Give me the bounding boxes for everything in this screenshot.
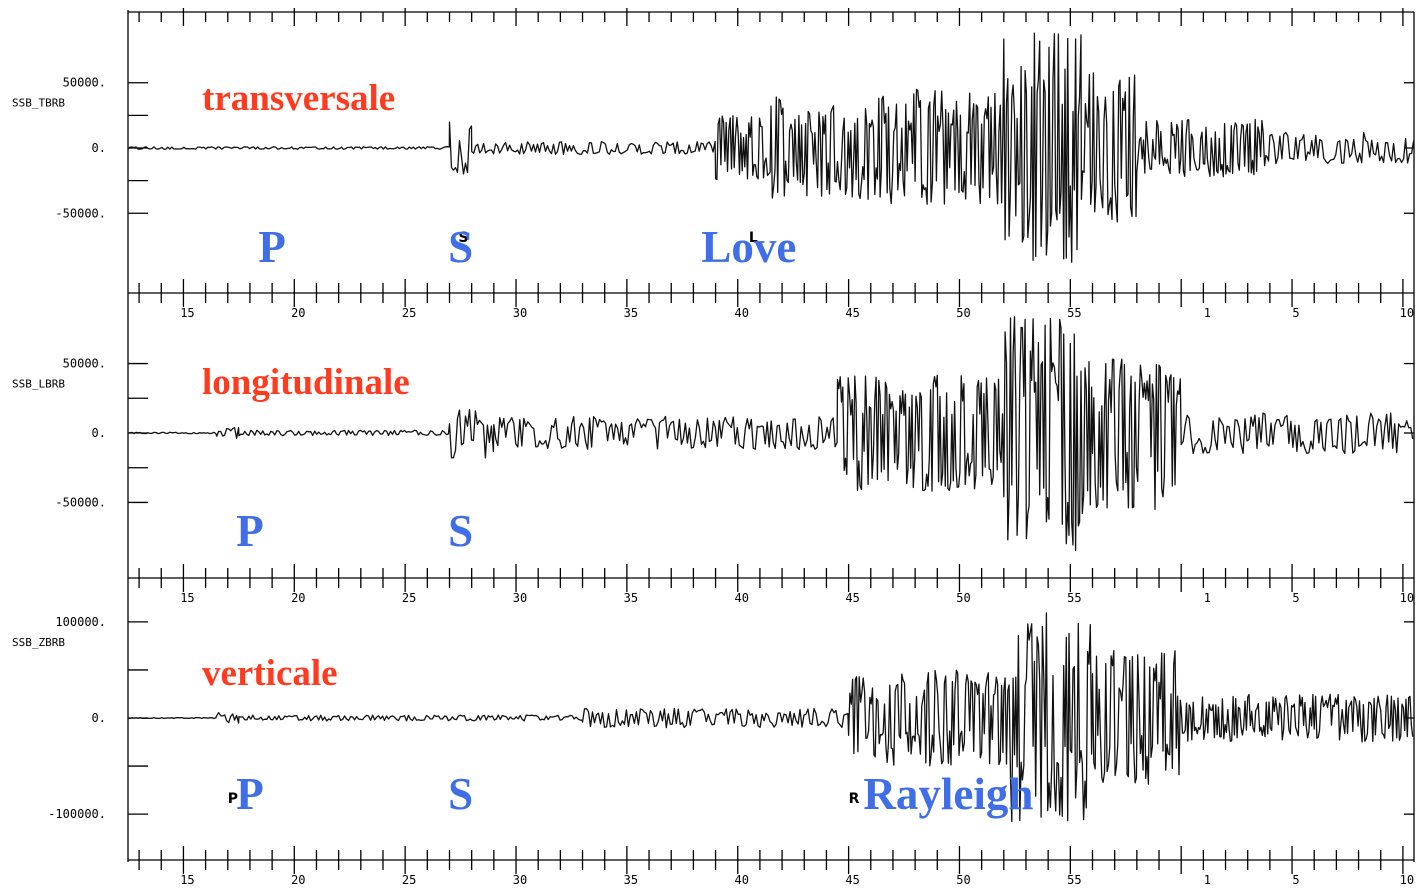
x-tick-label: 35 [624,306,638,320]
y-tick-label: 100000. [55,615,106,629]
phase-marker: P [228,791,238,807]
y-tick-label: 0. [92,426,106,440]
x-tick-label: 50 [956,306,970,320]
x-tick-label: 25 [402,306,416,320]
waveform-trace [127,612,1414,823]
x-tick-label: 55 [1067,873,1081,887]
x-tick-label: 40 [735,306,749,320]
phase-label-rayleigh: Rayleigh [863,769,1033,819]
x-tick-label: 15 [180,873,194,887]
y-tick-label: -50000. [55,495,106,509]
x-tick-label: 10 [1400,873,1414,887]
x-tick-label: 15 [180,306,194,320]
x-axis: 15 20 25 30 35 40 45 50 55 1 5 10 [128,564,1414,605]
x-tick-label: 1 [1204,306,1211,320]
phase-label-p: P [258,222,286,272]
x-axis: 15 20 25 30 35 40 45 50 55 1 5 10 [128,279,1414,320]
phase-marker: R [849,791,860,807]
y-tick-label: -100000. [48,807,106,821]
chart-frame [127,8,1415,862]
channel-name: SSB_TBRB [12,97,65,110]
phase-label-p: P [236,506,264,556]
x-tick-label: 45 [845,591,859,605]
x-tick-label: 25 [402,873,416,887]
x-tick-label: 15 [180,591,194,605]
x-tick-label: 20 [291,873,305,887]
channel-name: SSB_LBRB [12,378,65,391]
y-tick-label: 50000. [63,76,106,90]
component-label: verticale [202,653,338,694]
x-tick-label: 40 [735,591,749,605]
waveform-trace [127,32,1415,263]
y-tick-label: 0. [92,711,106,725]
y-tick-label: 50000. [63,357,106,371]
phase-label-s: S [448,222,473,272]
x-tick-label: 20 [291,591,305,605]
x-tick-label: 10 [1400,306,1414,320]
phase-marker: S [458,230,468,246]
phase-label-s: S [448,506,473,556]
x-tick-label: 45 [845,873,859,887]
x-tick-label: 35 [624,591,638,605]
x-tick-label: 20 [291,306,305,320]
x-tick-label: 5 [1292,306,1299,320]
x-tick-label: 30 [513,591,527,605]
x-tick-label: 1 [1204,873,1211,887]
x-tick-label: 55 [1067,591,1081,605]
phase-label-p: P [236,769,264,819]
x-tick-label: 55 [1067,306,1081,320]
x-tick-label: 30 [513,873,527,887]
x-axis: 15 20 25 30 35 40 45 50 55 1 5 10 [128,846,1414,887]
x-tick-label: 30 [513,306,527,320]
component-label: longitudinale [202,362,410,403]
phase-marker: L [749,230,758,246]
x-tick-label: 50 [956,591,970,605]
x-tick-label: 35 [624,873,638,887]
x-tick-label: 1 [1204,591,1211,605]
x-tick-label: 40 [735,873,749,887]
component-label: transversale [202,78,395,119]
phase-label-love: Love [701,222,796,272]
x-tick-label: 25 [402,591,416,605]
x-tick-label: 50 [956,873,970,887]
x-tick-label: 10 [1400,591,1414,605]
y-tick-label: -50000. [55,206,106,220]
x-tick-label: 5 [1292,873,1299,887]
phase-label-s: S [448,769,473,819]
waveform-trace [127,316,1414,552]
x-tick-label: 45 [845,306,859,320]
channel-name: SSB_ZBRB [12,636,65,649]
x-tick-label: 5 [1292,591,1299,605]
y-tick-label: 0. [92,141,106,155]
